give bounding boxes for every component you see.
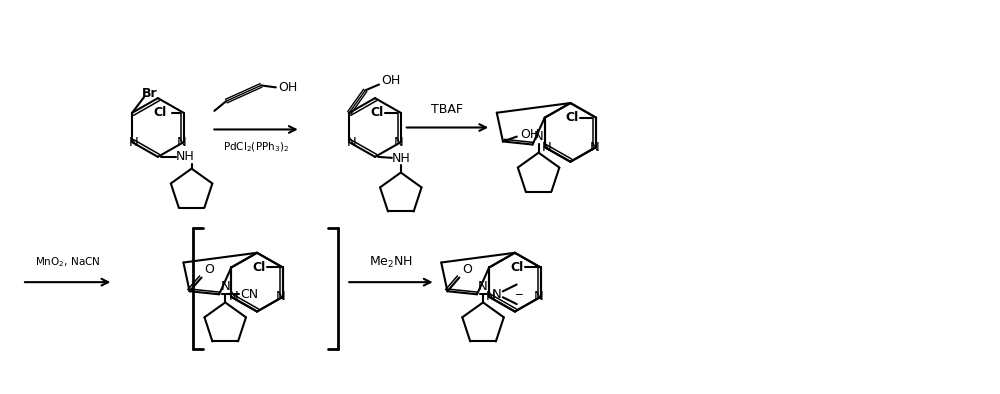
Text: N: N xyxy=(346,136,356,149)
Text: N: N xyxy=(534,130,543,143)
Text: Br: Br xyxy=(142,87,158,100)
Text: CN: CN xyxy=(240,288,258,301)
Text: Me$_2$NH: Me$_2$NH xyxy=(369,255,413,270)
Text: OH: OH xyxy=(520,128,539,141)
Text: N: N xyxy=(478,280,488,293)
Text: N: N xyxy=(276,290,286,303)
Text: Cl: Cl xyxy=(510,261,523,274)
Text: N: N xyxy=(394,136,404,149)
Text: Cl: Cl xyxy=(370,106,384,119)
Text: O: O xyxy=(204,263,214,276)
Text: N: N xyxy=(129,136,139,149)
Text: N: N xyxy=(589,141,599,154)
Text: OH: OH xyxy=(278,81,297,94)
Text: Cl: Cl xyxy=(252,261,266,274)
Text: MnO$_2$, NaCN: MnO$_2$, NaCN xyxy=(35,256,100,269)
Text: OH: OH xyxy=(381,74,401,87)
Text: Cl: Cl xyxy=(566,111,579,124)
Text: N: N xyxy=(177,136,187,149)
Text: N: N xyxy=(542,141,552,154)
Text: O: O xyxy=(462,263,472,276)
Text: N: N xyxy=(534,290,544,303)
Text: N: N xyxy=(492,288,502,301)
Text: NH: NH xyxy=(391,152,410,165)
Text: ─: ─ xyxy=(515,289,521,299)
Text: PdCl$_2$(PPh$_3$)$_2$: PdCl$_2$(PPh$_3$)$_2$ xyxy=(223,140,289,154)
Text: N: N xyxy=(228,290,238,303)
Text: Cl: Cl xyxy=(153,106,166,119)
Text: NH: NH xyxy=(175,151,194,164)
Text: TBAF: TBAF xyxy=(431,103,463,116)
Text: N: N xyxy=(486,290,496,303)
Text: N: N xyxy=(220,280,230,293)
